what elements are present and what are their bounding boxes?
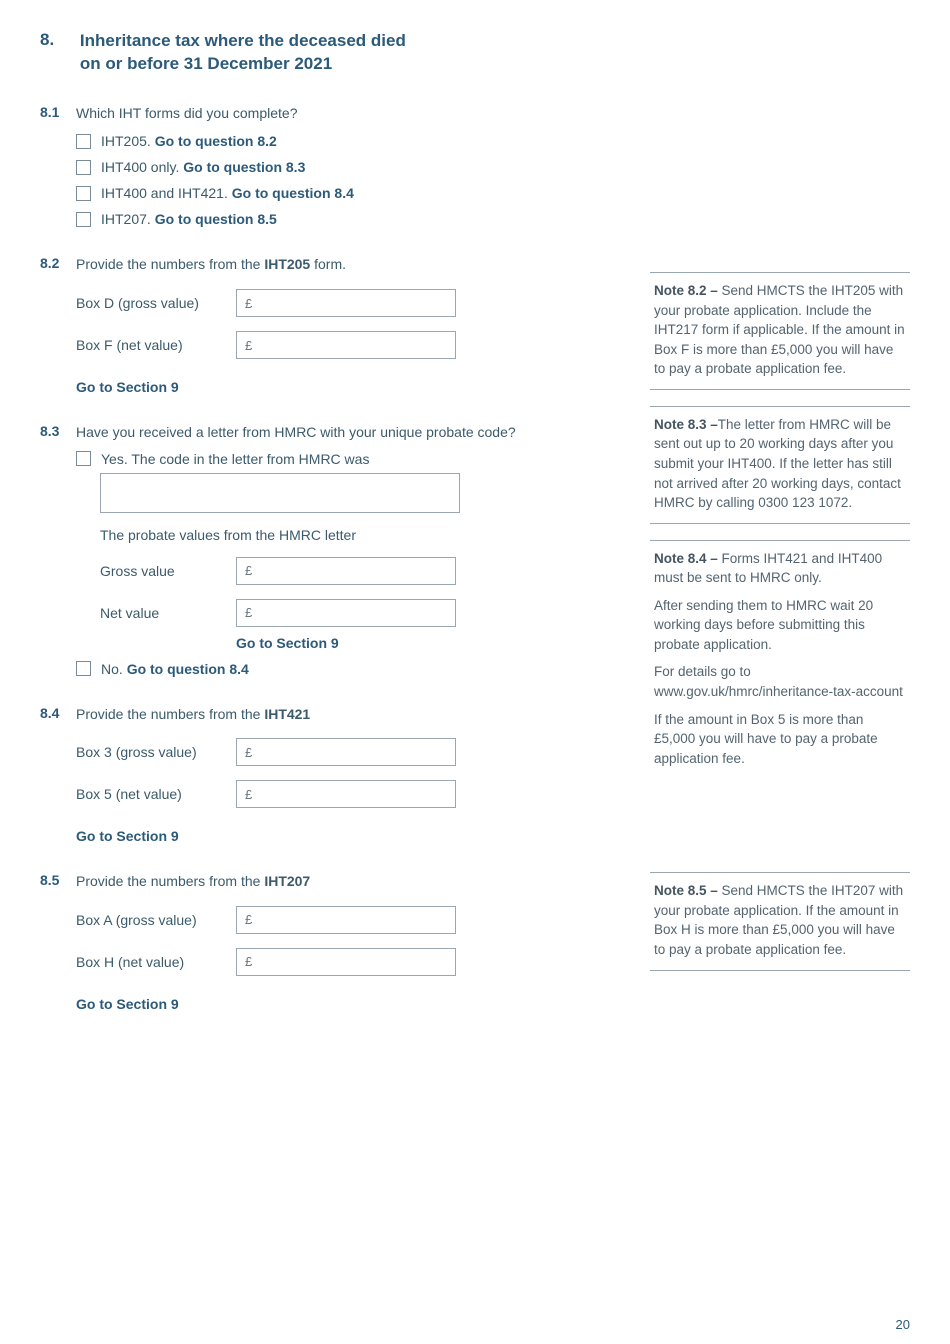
question-text: Which IHT forms did you complete? — [76, 104, 630, 124]
question-text: Have you received a letter from HMRC wit… — [76, 423, 630, 443]
checkbox-iht207[interactable] — [76, 212, 91, 227]
goto-link: Go to question 8.3 — [183, 159, 305, 175]
checkbox-no[interactable] — [76, 661, 91, 676]
goto-section-9: Go to Section 9 — [76, 996, 630, 1012]
field-box-a: Box A (gross value) — [76, 906, 630, 934]
field-box-5: Box 5 (net value) — [76, 780, 630, 808]
field-box-3: Box 3 (gross value) — [76, 738, 630, 766]
question-number: 8.2 — [40, 255, 76, 395]
field-label: Box A (gross value) — [76, 912, 236, 928]
question-text: Provide the numbers from the IHT205 form… — [76, 255, 630, 275]
option-iht207: IHT207. Go to question 8.5 — [76, 211, 630, 227]
field-label: Box 3 (gross value) — [76, 744, 236, 760]
section-title-line1: Inheritance tax where the deceased died — [80, 31, 406, 50]
field-label: Box H (net value) — [76, 954, 236, 970]
question-text: Provide the numbers from the IHT207 — [76, 872, 630, 892]
checkbox-iht400-iht421[interactable] — [76, 186, 91, 201]
goto-link: Go to question 8.4 — [127, 661, 249, 677]
option-label: IHT400 and IHT421. Go to question 8.4 — [101, 185, 354, 201]
sub-heading: The probate values from the HMRC letter — [100, 527, 630, 543]
field-box-f: Box F (net value) — [76, 331, 630, 359]
box-3-input[interactable] — [236, 738, 456, 766]
goto-section-9: Go to Section 9 — [236, 635, 630, 651]
checkbox-iht400[interactable] — [76, 160, 91, 175]
gross-value-input[interactable] — [236, 557, 456, 585]
option-label: IHT400 only. Go to question 8.3 — [101, 159, 305, 175]
note-title: Note 8.2 – — [654, 283, 722, 298]
option-label: Yes. The code in the letter from HMRC wa… — [101, 451, 369, 467]
field-label: Net value — [76, 605, 236, 621]
question-body: Provide the numbers from the IHT207 Box … — [76, 872, 630, 1012]
field-label: Box F (net value) — [76, 337, 236, 353]
section-number: 8. — [40, 30, 76, 50]
field-label: Gross value — [76, 563, 236, 579]
note-para: After sending them to HMRC wait 20 worki… — [654, 596, 906, 655]
option-label: No. Go to question 8.4 — [101, 661, 249, 677]
note-para: For details go to www.gov.uk/hmrc/inheri… — [654, 662, 906, 701]
note-8-4: Note 8.4 – Forms IHT421 and IHT400 must … — [650, 540, 910, 779]
field-label: Box 5 (net value) — [76, 786, 236, 802]
notes-column: Note 8.2 – Send HMCTS the IHT205 with yo… — [650, 30, 910, 1012]
question-8-4: 8.4 Provide the numbers from the IHT421 … — [40, 705, 630, 845]
box-d-input[interactable] — [236, 289, 456, 317]
box-5-input[interactable] — [236, 780, 456, 808]
question-number: 8.5 — [40, 872, 76, 1012]
note-8-5: Note 8.5 – Send HMCTS the IHT207 with yo… — [650, 872, 910, 970]
question-8-5: 8.5 Provide the numbers from the IHT207 … — [40, 872, 630, 1012]
form-page: 8. Inheritance tax where the deceased di… — [0, 0, 950, 1032]
field-box-h: Box H (net value) — [76, 948, 630, 976]
box-h-input[interactable] — [236, 948, 456, 976]
hmrc-code-input[interactable] — [100, 473, 460, 513]
section-title-line2: on or before 31 December 2021 — [80, 54, 332, 73]
goto-section-9: Go to Section 9 — [76, 379, 630, 395]
note-title: Note 8.4 – — [654, 551, 722, 566]
option-yes: Yes. The code in the letter from HMRC wa… — [76, 451, 630, 467]
question-text: Provide the numbers from the IHT421 — [76, 705, 630, 725]
field-box-d: Box D (gross value) — [76, 289, 630, 317]
note-title: Note 8.3 – — [654, 417, 718, 432]
question-8-3: 8.3 Have you received a letter from HMRC… — [40, 423, 630, 677]
option-iht400: IHT400 only. Go to question 8.3 — [76, 159, 630, 175]
checkbox-yes[interactable] — [76, 451, 91, 466]
option-iht205: IHT205. Go to question 8.2 — [76, 133, 630, 149]
question-number: 8.3 — [40, 423, 76, 677]
field-label: Box D (gross value) — [76, 295, 236, 311]
section-header: 8. Inheritance tax where the deceased di… — [40, 30, 630, 76]
box-f-input[interactable] — [236, 331, 456, 359]
option-label: IHT205. Go to question 8.2 — [101, 133, 277, 149]
goto-link: Go to question 8.4 — [232, 185, 354, 201]
question-body: Have you received a letter from HMRC wit… — [76, 423, 630, 677]
note-para: If the amount in Box 5 is more than £5,0… — [654, 710, 906, 769]
question-8-2: 8.2 Provide the numbers from the IHT205 … — [40, 255, 630, 395]
question-number: 8.1 — [40, 104, 76, 228]
question-body: Which IHT forms did you complete? IHT205… — [76, 104, 630, 228]
net-value-input[interactable] — [236, 599, 456, 627]
field-gross: Gross value — [76, 557, 630, 585]
goto-section-9: Go to Section 9 — [76, 828, 630, 844]
main-column: 8. Inheritance tax where the deceased di… — [40, 30, 630, 1012]
checkbox-iht205[interactable] — [76, 134, 91, 149]
field-net: Net value — [76, 599, 630, 627]
goto-link: Go to question 8.5 — [155, 211, 277, 227]
goto-link: Go to question 8.2 — [155, 133, 277, 149]
option-label: IHT207. Go to question 8.5 — [101, 211, 277, 227]
note-8-3: Note 8.3 –The letter from HMRC will be s… — [650, 406, 910, 524]
question-body: Provide the numbers from the IHT421 Box … — [76, 705, 630, 845]
box-a-input[interactable] — [236, 906, 456, 934]
question-number: 8.4 — [40, 705, 76, 845]
section-title: Inheritance tax where the deceased died … — [80, 30, 580, 76]
option-iht400-iht421: IHT400 and IHT421. Go to question 8.4 — [76, 185, 630, 201]
question-8-1: 8.1 Which IHT forms did you complete? IH… — [40, 104, 630, 228]
page-number: 20 — [896, 1317, 910, 1332]
note-8-2: Note 8.2 – Send HMCTS the IHT205 with yo… — [650, 272, 910, 390]
note-title: Note 8.5 – — [654, 883, 722, 898]
question-body: Provide the numbers from the IHT205 form… — [76, 255, 630, 395]
option-no: No. Go to question 8.4 — [76, 661, 630, 677]
